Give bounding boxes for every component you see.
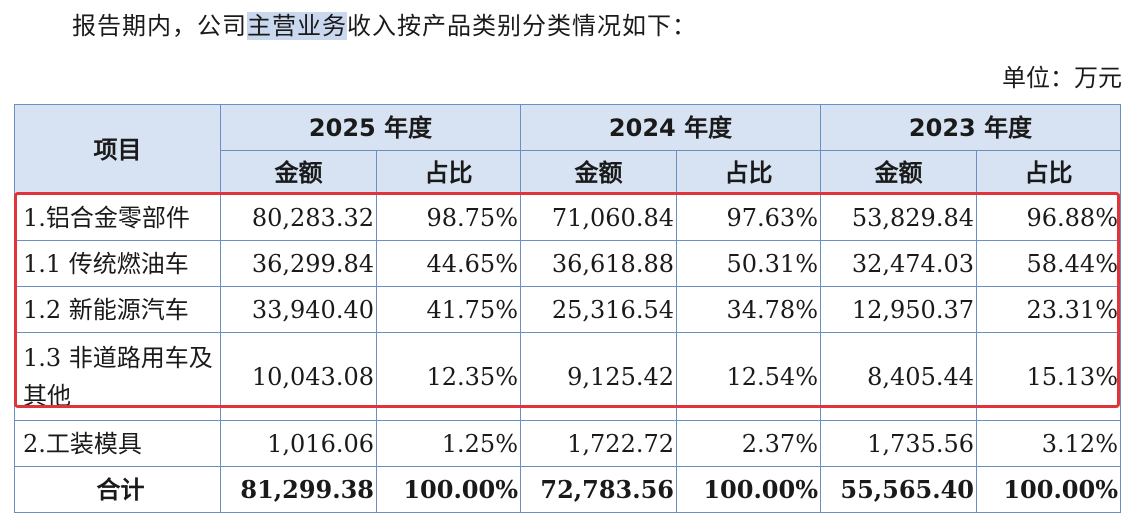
cell-amount: 32,474.03 (820, 240, 977, 287)
row-label: 1.2 新能源汽车 (14, 286, 221, 333)
cell-ratio: 41.75% (376, 286, 521, 333)
row-label: 1.3 非道路用车及其他 (14, 332, 221, 421)
cell-amount: 8,405.44 (820, 332, 977, 421)
unit-label: 单位：万元 (1002, 64, 1122, 92)
cell-ratio: 50.31% (676, 240, 821, 287)
cell-ratio: 3.12% (976, 420, 1121, 467)
table-row: 1.1 传统燃油车 36,299.84 44.65% 36,618.88 50.… (14, 240, 1121, 287)
cell-amount: 53,829.84 (820, 194, 977, 241)
row-label: 1.1 传统燃油车 (14, 240, 221, 287)
cell-amount: 33,940.40 (220, 286, 377, 333)
header-amount: 金额 (820, 150, 977, 195)
row-label-total: 合计 (14, 466, 221, 513)
cell-ratio: 44.65% (376, 240, 521, 287)
cell-amount: 12,950.37 (820, 286, 977, 333)
cell-ratio: 100.00% (976, 466, 1121, 513)
cell-ratio: 100.00% (676, 466, 821, 513)
table-row: 1.2 新能源汽车 33,940.40 41.75% 25,316.54 34.… (14, 286, 1121, 333)
cell-amount: 81,299.38 (220, 466, 377, 513)
cell-amount: 25,316.54 (520, 286, 677, 333)
intro-after: 收入按产品类别分类情况如下： (347, 12, 697, 40)
cell-amount: 10,043.08 (220, 332, 377, 421)
cell-ratio: 23.31% (976, 286, 1121, 333)
revenue-table: 项目 2025 年度 2024 年度 2023 年度 金额 占比 金额 占比 金… (14, 104, 1121, 513)
cell-amount: 72,783.56 (520, 466, 677, 513)
row-label: 1.铝合金零部件 (14, 194, 221, 241)
intro-sentence: 报告期内，公司主营业务收入按产品类别分类情况如下： (72, 6, 697, 41)
intro-before: 报告期内，公司 (72, 12, 247, 40)
cell-amount: 36,618.88 (520, 240, 677, 287)
cell-amount: 1,735.56 (820, 420, 977, 467)
cell-ratio: 97.63% (676, 194, 821, 241)
cell-amount: 80,283.32 (220, 194, 377, 241)
cell-ratio: 2.37% (676, 420, 821, 467)
cell-ratio: 12.54% (676, 332, 821, 421)
cell-amount: 55,565.40 (820, 466, 977, 513)
table-row: 1.铝合金零部件 80,283.32 98.75% 71,060.84 97.6… (14, 194, 1121, 241)
cell-amount: 9,125.42 (520, 332, 677, 421)
cell-ratio: 1.25% (376, 420, 521, 467)
header-ratio: 占比 (376, 150, 521, 195)
header-year-2025: 2025 年度 (220, 104, 521, 151)
cell-ratio: 100.00% (376, 466, 521, 513)
row-label: 2.工装模具 (14, 420, 221, 467)
cell-ratio: 96.88% (976, 194, 1121, 241)
header-ratio: 占比 (976, 150, 1121, 195)
cell-ratio: 12.35% (376, 332, 521, 421)
cell-amount: 1,722.72 (520, 420, 677, 467)
header-amount: 金额 (220, 150, 377, 195)
cell-ratio: 15.13% (976, 332, 1121, 421)
header-ratio: 占比 (676, 150, 821, 195)
cell-amount: 1,016.06 (220, 420, 377, 467)
table-row: 1.3 非道路用车及其他 10,043.08 12.35% 9,125.42 1… (14, 332, 1121, 421)
cell-ratio: 34.78% (676, 286, 821, 333)
cell-ratio: 58.44% (976, 240, 1121, 287)
table-row-total: 合计 81,299.38 100.00% 72,783.56 100.00% 5… (14, 466, 1121, 513)
table-row: 2.工装模具 1,016.06 1.25% 1,722.72 2.37% 1,7… (14, 420, 1121, 467)
cell-amount: 36,299.84 (220, 240, 377, 287)
cell-amount: 71,060.84 (520, 194, 677, 241)
cell-ratio: 98.75% (376, 194, 521, 241)
header-amount: 金额 (520, 150, 677, 195)
intro-highlight[interactable]: 主营业务 (247, 12, 347, 40)
header-year-2024: 2024 年度 (520, 104, 821, 151)
header-year-2023: 2023 年度 (820, 104, 1121, 151)
header-item: 项目 (14, 104, 221, 195)
